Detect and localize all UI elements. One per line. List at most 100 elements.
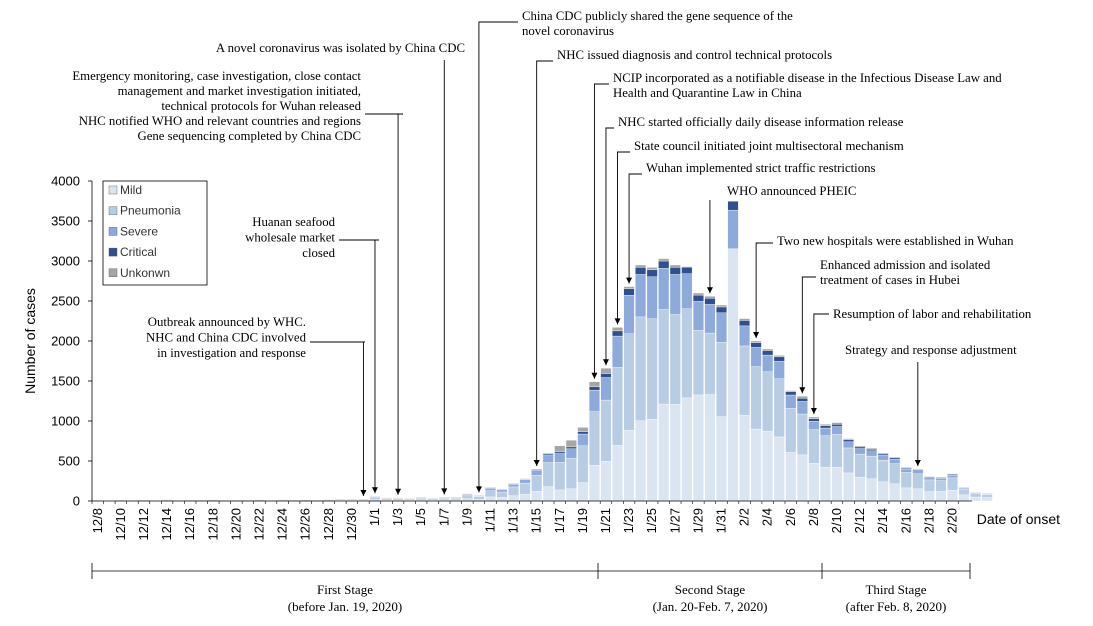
stage-name: First Stage (317, 582, 373, 597)
annotation-arrow (310, 341, 365, 496)
x-tick-label: 1/1 (367, 508, 382, 526)
bar-seg-unkonwn (970, 492, 982, 493)
x-tick-label: 2/20 (944, 508, 959, 533)
bar-seg-severe (681, 273, 693, 309)
bar-seg-severe (854, 448, 866, 455)
annotation-text: NHC issued diagnosis and control technic… (557, 48, 832, 62)
annotation-text: Strategy and response adjustment (845, 343, 1017, 357)
bar-1/20 (588, 381, 600, 502)
bar-seg-pneumonia (923, 479, 935, 492)
x-tick-label: 1/13 (506, 508, 521, 533)
annotation-arrowhead (614, 318, 621, 325)
bar-1/12 (496, 488, 508, 502)
bar-1/19 (577, 427, 589, 502)
bar-seg-severe (785, 394, 797, 409)
bar-seg-unkonwn (334, 499, 346, 501)
bar-seg-critical (623, 288, 635, 296)
bar-seg-mild (612, 445, 623, 502)
bar-1/9 (461, 493, 473, 502)
bar-seg-pneumonia (900, 472, 912, 489)
bar-seg-unkonwn (739, 318, 751, 321)
x-tick-label: 1/31 (713, 508, 728, 533)
bar-seg-severe (508, 483, 520, 488)
bar-seg-mild (565, 488, 577, 502)
bar-2/9 (819, 424, 831, 502)
bar-seg-unkonwn (450, 497, 462, 499)
bar-seg-mild (773, 436, 785, 502)
bar-seg-pneumonia (785, 408, 797, 453)
x-tick-label: 12/22 (251, 508, 266, 541)
bar-seg-severe (923, 477, 935, 481)
annotation-text: China CDC publicly shared the gene seque… (522, 9, 793, 38)
bar-seg-unkonwn (554, 445, 566, 453)
annotation-arrowhead (441, 488, 448, 495)
bar-2/15 (889, 456, 901, 502)
annotation-arrowhead (799, 387, 806, 394)
annotation-line: closed (302, 246, 335, 260)
bar-seg-critical (843, 439, 854, 442)
legend-label: Critical (120, 245, 157, 259)
bar-seg-severe (877, 455, 889, 461)
bar-2/21 (958, 487, 970, 502)
bar-seg-pneumonia (947, 477, 958, 491)
bar-seg-pneumonia (681, 308, 693, 399)
x-tick-label: 2/8 (806, 508, 821, 526)
bar-seg-critical (600, 373, 612, 378)
bar-seg-unkonwn (773, 355, 785, 358)
bar-seg-severe (762, 354, 774, 372)
x-tick-label: 12/18 (205, 508, 220, 541)
stage-name: Third Stage (865, 582, 926, 597)
x-tick-label: 1/19 (575, 508, 590, 533)
bar-seg-unkonwn (461, 493, 473, 495)
bar-seg-unkonwn (612, 327, 623, 332)
bar-seg-unkonwn (947, 473, 958, 475)
bar-seg-mild (843, 472, 854, 502)
bar-seg-severe (912, 470, 924, 474)
y-tick-label: 1500 (51, 374, 80, 389)
axes-layer: 0 500 1000 1500 2000 2500 3000 3500 4000 Number o… (22, 174, 1060, 541)
annotation-line: management and market investigation init… (118, 84, 361, 98)
bar-1/3 (392, 497, 404, 502)
bar-seg-pneumonia (438, 498, 450, 501)
bar-seg-mild (646, 419, 658, 502)
annotation-arrowhead (626, 277, 633, 284)
bar-1/24 (635, 264, 647, 502)
bar-seg-pneumonia (508, 486, 520, 496)
bar-seg-pneumonia (831, 434, 843, 468)
bar-seg-mild (485, 496, 496, 502)
bar-undefined (970, 492, 982, 502)
y-tick-label: 2000 (51, 334, 80, 349)
bar-seg-mild (692, 394, 704, 502)
annotation-arrowhead (360, 490, 367, 496)
bar-seg-critical (866, 449, 878, 452)
bar-seg-critical (831, 423, 843, 427)
bar-seg-pneumonia (542, 462, 554, 487)
bar-seg-pneumonia (935, 480, 947, 492)
bar-seg-mild (935, 491, 947, 502)
annotation-line: Outbreak announced by WHC. (148, 315, 306, 329)
annotation-arrow (478, 21, 518, 493)
bar-seg-pneumonia (854, 453, 866, 478)
bar-seg-pneumonia (531, 475, 543, 492)
bar-2/20 (947, 473, 958, 502)
annotation-line: China CDC publicly shared the gene seque… (522, 9, 793, 23)
x-tick-label: 2/16 (898, 508, 913, 533)
bar-seg-unkonwn (404, 498, 416, 500)
bar-1/7 (438, 497, 450, 502)
bar-1/8 (450, 497, 462, 502)
x-tick-label: 1/5 (413, 508, 428, 526)
bar-seg-pneumonia (796, 413, 808, 456)
x-tick-label: 2/14 (875, 508, 890, 533)
x-tick-label: 2/4 (760, 508, 775, 526)
bar-seg-severe (531, 470, 543, 476)
bar-seg-pneumonia (381, 498, 392, 501)
legend-label: Mild (120, 183, 142, 197)
bar-seg-pneumonia (692, 330, 704, 396)
bar-1/23 (623, 286, 635, 502)
bar-seg-severe (727, 209, 739, 249)
bar-seg-critical (565, 446, 577, 449)
bar-seg-critical (773, 356, 785, 362)
x-tick-label: 12/30 (344, 508, 359, 541)
bar-seg-pneumonia (485, 490, 496, 498)
x-tick-label: 1/3 (390, 508, 405, 526)
